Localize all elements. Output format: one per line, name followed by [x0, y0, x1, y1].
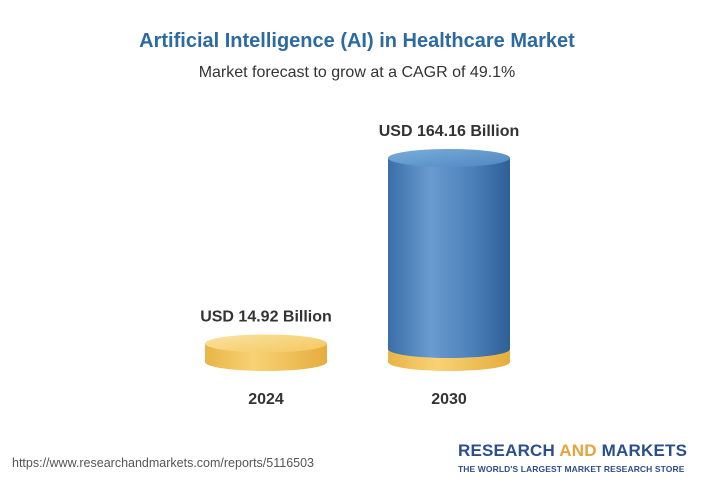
bar-top	[205, 334, 327, 353]
bars-group: USD 14.92 Billion 2024 USD 164.16 Billion 2…	[200, 123, 519, 408]
data-label: USD 14.92 Billion	[200, 308, 332, 325]
data-label: USD 164.16 Billion	[379, 123, 520, 140]
chart-title: Artificial Intelligence (AI) in Healthca…	[139, 30, 575, 52]
brand-name-part1: RESEARCH	[458, 441, 560, 460]
source-url[interactable]: https://www.researchandmarkets.com/repor…	[12, 456, 314, 470]
chart-subtitle: Market forecast to grow at a CAGR of 49.…	[198, 64, 516, 81]
brand-tagline: THE WORLD'S LARGEST MARKET RESEARCH STOR…	[458, 464, 685, 474]
brand-logo: RESEARCH AND MARKETS THE WORLD'S LARGEST…	[458, 441, 708, 474]
category-label: 2030	[431, 391, 467, 408]
brand-name-accent: AND	[559, 441, 597, 460]
bar-2030: USD 164.16 Billion 2030	[379, 123, 520, 408]
bar-top	[388, 149, 510, 167]
brand-name: RESEARCH AND MARKETS	[458, 441, 708, 461]
category-label: 2024	[248, 391, 284, 408]
bar-2024: USD 14.92 Billion 2024	[200, 308, 332, 408]
bar-body	[388, 158, 510, 358]
brand-name-part2: MARKETS	[596, 441, 688, 460]
